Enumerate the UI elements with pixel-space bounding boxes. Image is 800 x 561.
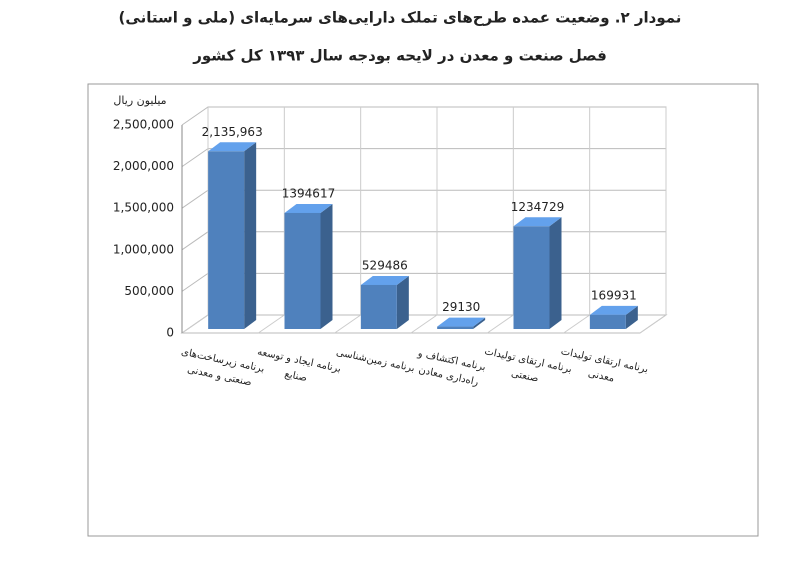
wall-divider [487, 107, 514, 334]
bar [589, 314, 626, 329]
value-label: 529486 [362, 258, 408, 272]
bar-side [473, 317, 486, 329]
bar [208, 151, 245, 329]
bar-side [396, 275, 409, 329]
bar-top [513, 217, 562, 227]
y-tick-label: 1,500,000 [113, 201, 174, 215]
wall-divider [563, 107, 591, 334]
bar-top [284, 203, 333, 213]
bar-side [625, 305, 638, 329]
bar [284, 212, 321, 329]
y-tick-label: 1,000,000 [113, 242, 174, 256]
bar [360, 284, 397, 329]
x-tick-label-box: برنامه ارتقای تولیدات معدنی [559, 346, 650, 385]
x-tick-label: برنامه ارتقای تولیدات معدنی [559, 346, 650, 385]
wall-divider [258, 107, 285, 334]
bar-top [589, 305, 638, 315]
value-label: 169931 [591, 288, 637, 302]
value-label: 2,135,963 [202, 125, 263, 139]
chart-frame [87, 83, 759, 537]
wall-divider [410, 107, 438, 334]
value-label: 29130 [442, 300, 480, 314]
y-tick-label: 0 [166, 326, 174, 340]
y-tick-label: 2,500,000 [113, 118, 174, 132]
bar-top [208, 142, 257, 152]
chart-title: نمودار ۲. وضعیت عمده طرح‌های تملک دارایی… [119, 9, 682, 27]
wall-divider [639, 107, 667, 334]
y-axis-label: میلیون ریال [113, 94, 166, 107]
value-label: 1234729 [511, 200, 564, 214]
chart-subtitle: فصل صنعت و معدن در لایحه بودجه سال ۱۳۹۳ … [192, 47, 607, 65]
y-tick-label: 500,000 [124, 284, 174, 298]
bar-side [549, 217, 562, 329]
bar-top [437, 317, 486, 327]
wall-divider [181, 107, 209, 334]
wall-divider [334, 107, 362, 334]
bar [437, 326, 474, 329]
bar-side [320, 203, 333, 329]
bar-top [360, 275, 409, 285]
bar [513, 226, 550, 329]
value-label: 1394617 [282, 186, 335, 200]
y-tick-label: 2,000,000 [113, 159, 174, 173]
bar-side [244, 142, 257, 329]
